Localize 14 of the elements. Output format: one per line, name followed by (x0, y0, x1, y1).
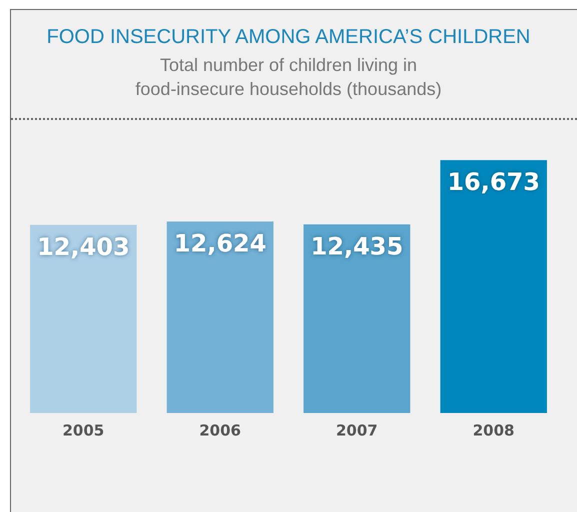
data-label: 16,673 (447, 168, 540, 196)
bar (30, 224, 137, 413)
bar (304, 224, 410, 413)
x-tick-label: 2006 (199, 422, 241, 440)
chart-title: FOOD INSECURITY AMONG AMERICA’S CHILDREN (46, 26, 530, 48)
data-label: 12,435 (310, 232, 404, 260)
chart-subtitle: Total number of children living in food-insecure households (thousands) (135, 55, 442, 99)
x-tick-label: 2005 (62, 422, 104, 440)
bar (166, 222, 274, 413)
data-label: 12,403 (37, 232, 130, 261)
x-tick-label: 2007 (336, 422, 378, 440)
bar (440, 160, 547, 413)
data-label: 12,624 (174, 230, 266, 258)
x-tick-label: 2008 (472, 422, 514, 440)
